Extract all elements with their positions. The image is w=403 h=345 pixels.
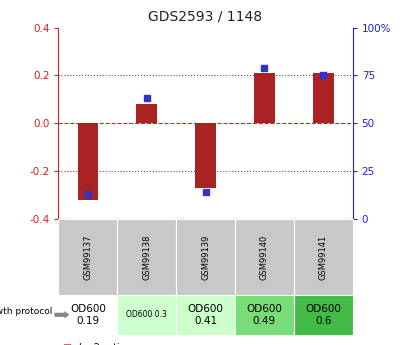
Text: OD600
0.49: OD600 0.49 [246, 304, 283, 326]
Text: OD600
0.41: OD600 0.41 [187, 304, 224, 326]
Text: log2 ratio: log2 ratio [79, 344, 125, 345]
Text: GSM99141: GSM99141 [319, 234, 328, 280]
Text: OD600 0.3: OD600 0.3 [126, 310, 167, 319]
Bar [136, 104, 157, 123]
Title: GDS2593 / 1148: GDS2593 / 1148 [148, 10, 263, 24]
Text: OD600
0.19: OD600 0.19 [70, 304, 106, 326]
Text: GSM99139: GSM99139 [201, 234, 210, 280]
Point [85, 191, 91, 197]
Bar [195, 123, 216, 188]
Bar [313, 73, 334, 123]
Text: OD600
0.6: OD600 0.6 [305, 304, 341, 326]
Bar [77, 123, 98, 200]
Point [143, 96, 150, 101]
Point [320, 73, 326, 78]
Text: GSM99137: GSM99137 [83, 234, 92, 280]
Bar [254, 73, 275, 123]
Text: GSM99138: GSM99138 [142, 234, 151, 280]
Text: growth protocol: growth protocol [0, 307, 52, 316]
Text: GSM99140: GSM99140 [260, 234, 269, 280]
Point [261, 65, 268, 71]
Point [202, 189, 209, 195]
Text: ■: ■ [62, 344, 72, 345]
